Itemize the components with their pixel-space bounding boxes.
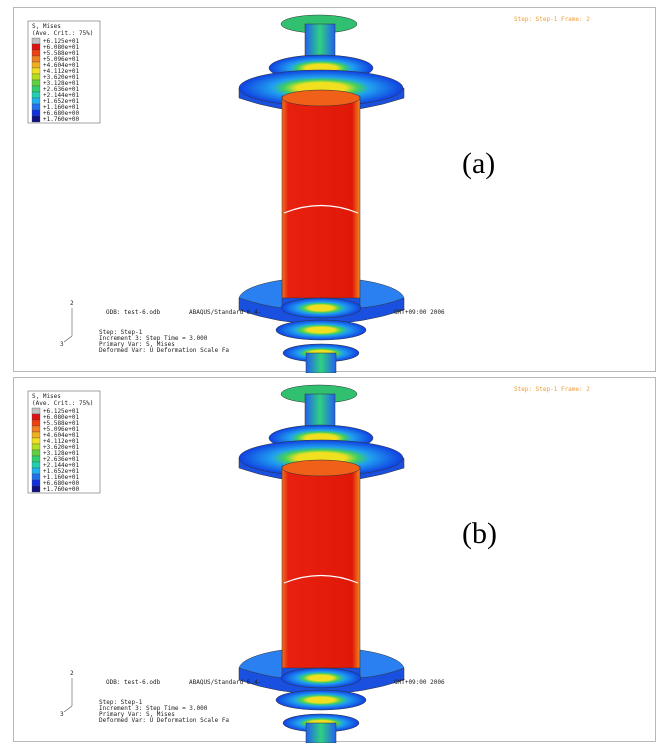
- step-frame: Step: Step-1 Frame: 2: [514, 16, 590, 23]
- odb-info: ODB: test-6.odb: [106, 679, 161, 686]
- page: S, Mises(Ave. Crit.: 75%)+6.125e+01+6.08…: [0, 0, 659, 747]
- legend-swatch: [32, 104, 40, 110]
- legend-swatch: [32, 74, 40, 80]
- viewport: S, Mises(Ave. Crit.: 75%)+6.125e+01+6.08…: [13, 7, 656, 372]
- legend-swatch: [32, 44, 40, 50]
- legend-swatch: [32, 486, 40, 492]
- legend-swatch: [32, 450, 40, 456]
- legend-swatch: [32, 86, 40, 92]
- legend-value: +1.760e+00: [43, 116, 80, 123]
- legend-swatch: [32, 432, 40, 438]
- legend-swatch: [32, 110, 40, 116]
- version-info: ABAQUS/Standard 6.4-: [189, 679, 261, 686]
- legend-swatch: [32, 116, 40, 122]
- legend-swatch: [32, 444, 40, 450]
- panel-label: (b): [462, 517, 497, 550]
- legend-swatch: [32, 80, 40, 86]
- legend-swatch: [32, 62, 40, 68]
- legend-swatch: [32, 480, 40, 486]
- specimen-model: [239, 15, 404, 373]
- legend-swatch: [32, 68, 40, 74]
- legend-swatch: [32, 38, 40, 44]
- triad-axis: [64, 336, 72, 342]
- deformed-info: Deformed Var: U Deformation Scale Fa: [99, 717, 229, 724]
- viewport-canvas: S, Mises(Ave. Crit.: 75%)+6.125e+01+6.08…: [14, 378, 657, 743]
- legend-subtitle: (Ave. Crit.: 75%): [32, 30, 93, 37]
- legend-swatch: [32, 98, 40, 104]
- viewport: S, Mises(Ave. Crit.: 75%)+6.125e+01+6.08…: [13, 377, 656, 742]
- viewport-canvas: S, Mises(Ave. Crit.: 75%)+6.125e+01+6.08…: [14, 8, 657, 373]
- specimen-model: [239, 385, 404, 743]
- step-frame: Step: Step-1 Frame: 2: [514, 386, 590, 393]
- deformed-info: Deformed Var: U Deformation Scale Fa: [99, 347, 229, 354]
- legend-swatch: [32, 414, 40, 420]
- triad-label: 2: [70, 670, 74, 677]
- legend-swatch: [32, 426, 40, 432]
- panel-label: (a): [462, 147, 495, 180]
- legend-swatch: [32, 474, 40, 480]
- triad-label: 3: [60, 341, 64, 348]
- version-info: ABAQUS/Standard 6.4-: [189, 309, 261, 316]
- legend-title: S, Mises: [32, 23, 61, 30]
- legend-title: S, Mises: [32, 393, 61, 400]
- legend-swatch: [32, 468, 40, 474]
- legend-swatch: [32, 56, 40, 62]
- triad-label: 3: [60, 711, 64, 718]
- legend-swatch: [32, 420, 40, 426]
- legend-value: +1.760e+00: [43, 486, 80, 493]
- legend-swatch: [32, 462, 40, 468]
- triad-label: 2: [70, 300, 74, 307]
- legend-swatch: [32, 438, 40, 444]
- legend-swatch: [32, 50, 40, 56]
- date-info: GMT+09:00 2006: [394, 309, 445, 316]
- odb-info: ODB: test-6.odb: [106, 309, 161, 316]
- triad-axis: [64, 706, 72, 712]
- legend-swatch: [32, 92, 40, 98]
- legend-swatch: [32, 456, 40, 462]
- date-info: GMT+09:00 2006: [394, 679, 445, 686]
- legend-swatch: [32, 408, 40, 414]
- legend-subtitle: (Ave. Crit.: 75%): [32, 400, 93, 407]
